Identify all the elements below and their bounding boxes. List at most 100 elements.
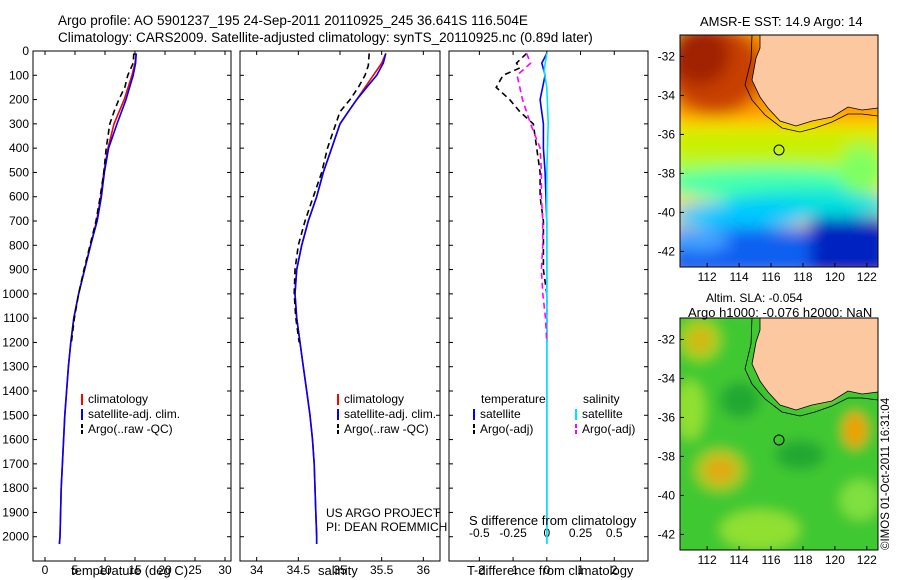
temperature-profile-xtick-label: 0 <box>42 563 49 577</box>
sst-map-ytick-label: -34 <box>658 88 676 102</box>
salinity-profile-xtick-label: 34.5 <box>287 563 311 577</box>
temperature-profile-xtick-label: 10 <box>98 563 112 577</box>
temperature-panel <box>32 50 232 562</box>
salinity-profile-xtick-label: 36 <box>417 563 431 577</box>
sst-map-xtick-label: 120 <box>825 270 845 284</box>
sla-map-xtick-label: 122 <box>857 553 877 567</box>
difference-profile-xtick-label: 1 <box>577 563 584 577</box>
difference-profile-xtick-label: 0 <box>543 563 550 577</box>
depth-tick-label: 0 <box>22 44 29 58</box>
sst-map-title: AMSR-E SST: 14.9 Argo: 14 <box>700 14 863 29</box>
depth-tick-label: 1600 <box>2 433 29 447</box>
depth-tick-label: 1700 <box>2 457 29 471</box>
sst-map-ytick-label: -32 <box>658 49 676 63</box>
sla-map-xtick-label: 116 <box>761 553 780 567</box>
sst-map-xtick-label: 112 <box>698 270 717 284</box>
legend-label: Argo(-adj) <box>480 422 533 436</box>
depth-tick-label: 400 <box>9 141 29 155</box>
sla-map-ytick-label: -34 <box>658 371 676 385</box>
sla-map-ytick-label: -32 <box>658 332 676 346</box>
legend-label: satellite <box>582 407 623 421</box>
credit-timestamp: ©IMOS 01-Oct-2011 16:31:04 <box>880 397 892 550</box>
sla-map-xtick-label: 120 <box>825 553 845 567</box>
series-line-temperature-argo-adj- <box>495 52 548 343</box>
legend-label: climatology <box>344 392 404 406</box>
s-diff-xtick-label: -0.5 <box>469 526 490 540</box>
argo-position-marker <box>773 144 785 156</box>
temperature-xlabel: temperature (deg C) <box>71 563 189 578</box>
legend-label: Argo(..raw -QC) <box>88 422 173 436</box>
series-line-argo-raw-qc- <box>70 53 135 343</box>
difference-profile-xtick-label: -2 <box>474 563 485 577</box>
figure-title-line1: Argo profile: AO 5901237_195 24-Sep-2011… <box>58 13 528 28</box>
temperature-profile-xtick-label: 15 <box>128 563 142 577</box>
sst-map-ytick-label: -40 <box>658 205 676 219</box>
sst-map-xtick-label: 114 <box>730 270 749 284</box>
sla-map-ytick-label: -36 <box>658 410 676 424</box>
depth-tick-label: 500 <box>9 165 29 179</box>
series-line-satellite-adj-clim- <box>294 53 387 544</box>
sst-map-xtick-label: 118 <box>793 270 812 284</box>
sla-map-xtick-label: 118 <box>793 553 812 567</box>
series-line-salinity-argo-adj- <box>516 53 548 343</box>
legend-label: satellite <box>480 407 521 421</box>
salinity-profile-xtick-label: 35 <box>333 563 347 577</box>
australia-land <box>751 34 879 127</box>
sla-map-ytick-label: -42 <box>658 527 676 541</box>
sla-map-xtick-label: 112 <box>698 553 717 567</box>
legend-label: satellite-adj. clim. <box>88 407 180 421</box>
legend-label: Argo(-adj) <box>582 422 635 436</box>
depth-tick-label: 1500 <box>2 408 29 422</box>
depth-tick-label: 1400 <box>2 384 29 398</box>
salinity-panel <box>239 50 441 562</box>
coast-contour-2 <box>744 317 879 417</box>
australia-land-2 <box>751 317 879 411</box>
depth-tick-label: 2000 <box>2 530 29 544</box>
legend-label: satellite-adj. clim. <box>344 407 436 421</box>
salinity-profile-xtick-label: 34 <box>250 563 264 577</box>
temperature-profile-xtick-label: 25 <box>188 563 202 577</box>
sst-map-xtick-label: 116 <box>761 270 780 284</box>
series-line-satellite-adj-clim- <box>58 53 137 545</box>
sst-map-ytick-label: -42 <box>658 244 676 258</box>
depth-tick-label: 1100 <box>3 311 29 325</box>
sla-map-ytick-label: -40 <box>658 488 676 502</box>
depth-tick-label: 1200 <box>2 335 29 349</box>
figure-title-line2: Climatology: CARS2009. Satellite-adjuste… <box>58 30 593 45</box>
depth-tick-label: 1800 <box>2 481 29 495</box>
sst-map-ytick-label: -38 <box>658 166 676 180</box>
legend-header-temperature: temperature <box>481 392 546 406</box>
depth-tick-label: 300 <box>9 117 29 131</box>
legend-label: climatology <box>88 392 148 406</box>
difference-profile-xtick-label: -1 <box>508 563 519 577</box>
depth-tick-label: 700 <box>9 214 29 228</box>
s-difference-xlabel: S difference from climatology <box>469 513 637 528</box>
s-diff-xtick-label: 0.25 <box>569 526 593 540</box>
temperature-profile-xtick-label: 5 <box>72 563 79 577</box>
temperature-profile-xtick-label: 30 <box>218 563 232 577</box>
legend-label: Argo(..raw -QC) <box>344 422 429 436</box>
depth-tick-label: 800 <box>9 238 29 252</box>
sla-map <box>679 317 879 551</box>
series-line-salinity-satellite <box>543 53 550 544</box>
depth-tick-label: 200 <box>9 93 29 107</box>
coast-contour <box>744 34 879 133</box>
depth-tick-label: 1300 <box>2 360 29 374</box>
sst-map-xtick-label: 122 <box>857 270 877 284</box>
s-diff-xtick-label: 0.5 <box>606 526 623 540</box>
temperature-profile-xtick-label: 20 <box>158 563 172 577</box>
project-name: US ARGO PROJECT <box>326 506 441 520</box>
depth-tick-label: 1000 <box>2 287 29 301</box>
depth-tick-label: 1900 <box>2 505 29 519</box>
sla-map-subtitle: Argo h1000: -0.076 h2000: NaN <box>688 305 873 320</box>
sla-map-xtick-label: 114 <box>730 553 749 567</box>
t-difference-xlabel: T difference from climatology <box>467 563 634 578</box>
s-diff-xtick-label: -0.25 <box>499 526 527 540</box>
sst-map-ytick-label: -36 <box>658 127 676 141</box>
depth-tick-label: 900 <box>9 263 29 277</box>
sla-map-ytick-label: -38 <box>658 449 676 463</box>
argo-position-marker-2 <box>773 434 785 446</box>
legend-header-salinity: salinity <box>583 392 620 406</box>
salinity-xlabel: salinity <box>318 563 358 578</box>
